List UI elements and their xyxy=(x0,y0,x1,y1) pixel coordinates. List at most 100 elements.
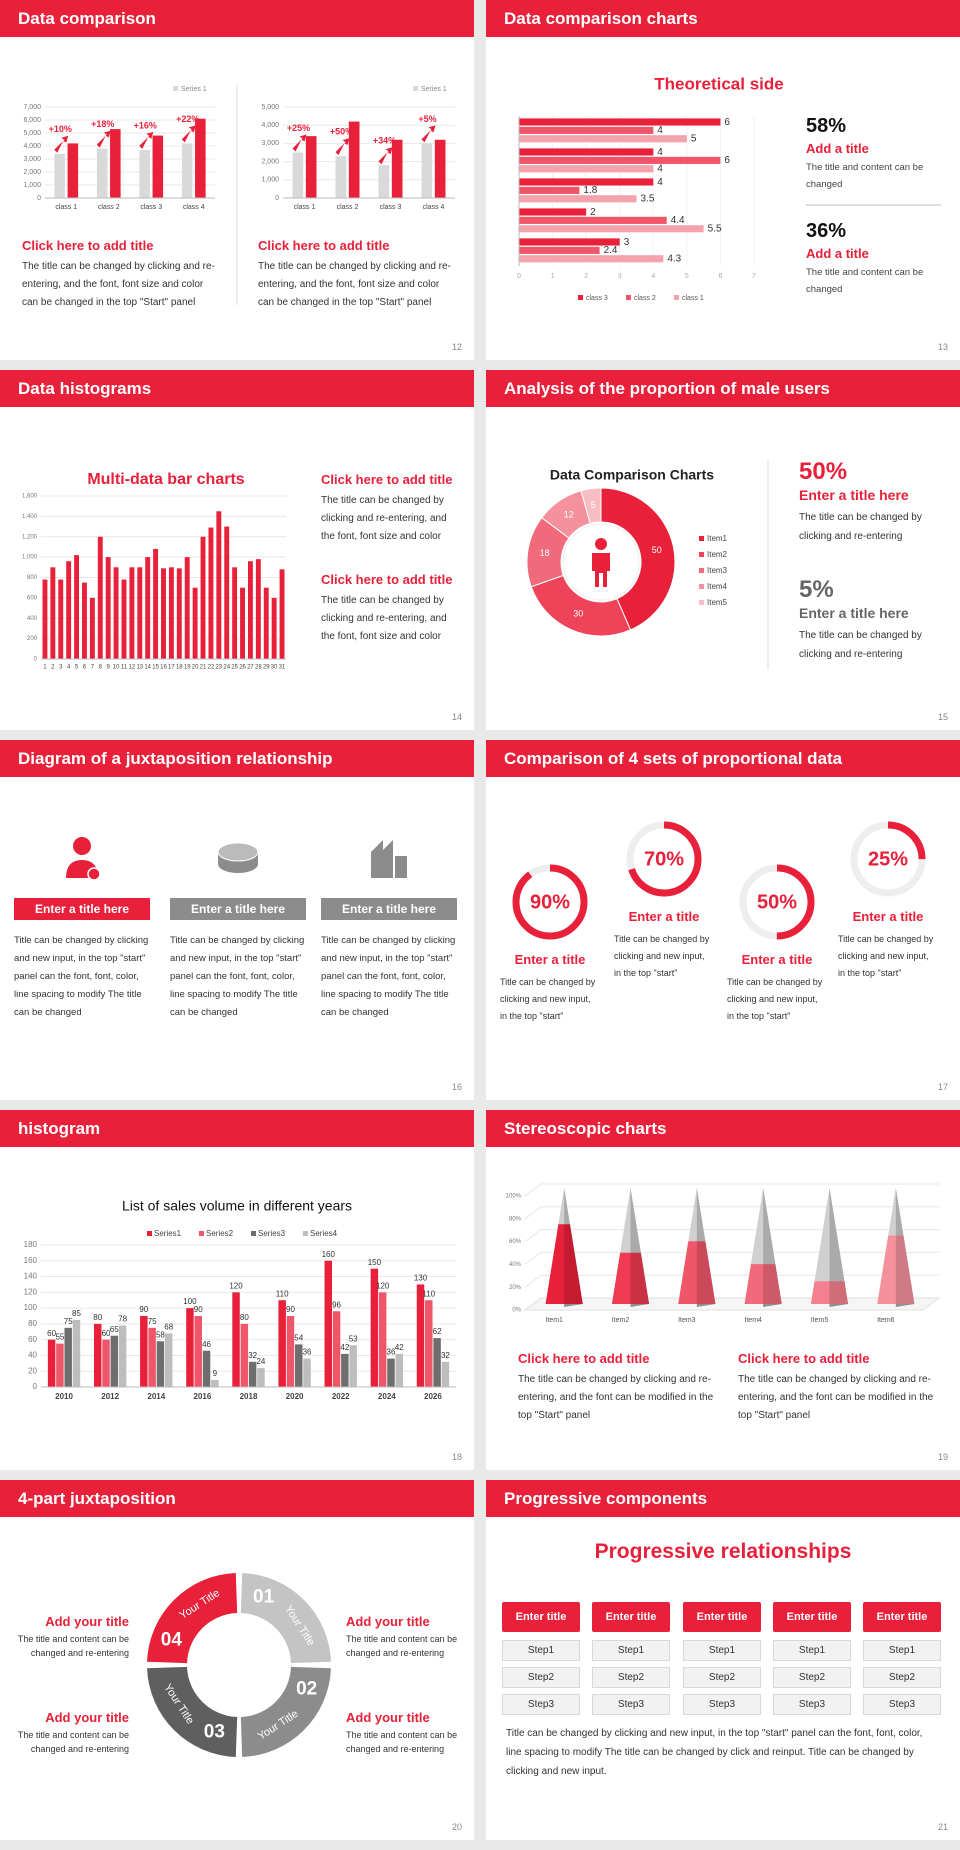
data-label: 4.3 xyxy=(667,254,681,265)
x-tick-label: 2018 xyxy=(240,1392,258,1401)
bar xyxy=(110,1335,119,1387)
item-text: The title and content can be changed and… xyxy=(17,1730,129,1754)
x-tick-label: 9 xyxy=(107,665,111,671)
y-tick-label: 4,000 xyxy=(23,143,41,150)
bar xyxy=(395,1353,404,1387)
icon xyxy=(73,837,91,855)
item-text: Title can be changed by clicking and new… xyxy=(170,935,305,1018)
step-box: Step3 xyxy=(592,1694,670,1715)
step-box: Step2 xyxy=(863,1667,941,1688)
data-label: 46 xyxy=(202,1340,211,1349)
page-number: 16 xyxy=(451,1082,462,1092)
slide: Multi-data bar charts 0 200 400 600 800 1,000 1… xyxy=(0,370,474,730)
step-title-button: Enter title xyxy=(863,1602,941,1632)
legend-label: class 2 xyxy=(634,295,656,302)
data-label: 80 xyxy=(240,1313,249,1322)
y-tick-label: 800 xyxy=(27,575,38,581)
item-heading: Enter a title xyxy=(852,909,924,924)
x-tick-label: Item5 xyxy=(811,1317,829,1324)
item-text: Title can be changed by clicking and new… xyxy=(321,935,456,1018)
icon xyxy=(217,842,259,862)
data-label: 80 xyxy=(93,1313,102,1322)
bar xyxy=(113,567,119,659)
bar xyxy=(50,567,56,659)
arrow-icon xyxy=(181,125,196,143)
bar xyxy=(202,1350,211,1387)
bar xyxy=(248,1361,257,1387)
data-label: 1.8 xyxy=(583,185,597,196)
y-tick-label: 80 xyxy=(28,1319,37,1328)
bar xyxy=(519,178,654,186)
page-number: 12 xyxy=(451,342,462,352)
bar xyxy=(181,143,193,198)
page-number: 18 xyxy=(451,1452,462,1462)
step-box: Step3 xyxy=(502,1694,580,1715)
bar xyxy=(152,135,164,198)
bar xyxy=(121,579,127,659)
y-tick-label: 40% xyxy=(509,1262,522,1268)
bar xyxy=(82,582,87,659)
bar xyxy=(519,126,654,134)
data-label: 9 xyxy=(213,1369,218,1378)
annotation: +50% xyxy=(330,127,353,137)
y-tick-label: 3,000 xyxy=(23,156,41,163)
cone-back xyxy=(829,1188,849,1307)
step-title-button: Enter title xyxy=(592,1602,670,1632)
step-title-button: Enter title xyxy=(502,1602,580,1632)
step-box: Step2 xyxy=(683,1667,761,1688)
grid-line xyxy=(524,1251,939,1265)
legend-swatch xyxy=(699,600,704,605)
data-label: 42 xyxy=(395,1343,404,1352)
slide: Enter a title here Title can be changed b… xyxy=(0,740,474,1100)
item-text: Title can be changed by clicking and new… xyxy=(500,977,596,1021)
x-tick-label: 10 xyxy=(113,665,120,671)
cone-shade xyxy=(696,1241,716,1307)
data-label: 62 xyxy=(433,1327,442,1336)
bar xyxy=(184,557,190,659)
y-tick-label: 0 xyxy=(37,195,41,202)
grid-line xyxy=(524,1229,939,1243)
x-tick-label: 17 xyxy=(168,665,175,671)
chart-title: Multi-data bar charts xyxy=(87,471,244,488)
y-tick-label: 120 xyxy=(24,1287,38,1296)
slide: Theoretical side 0 1 2 3 4 5 6 7 6 4 4 2 3 4 6 1.8 4.4 2.4… xyxy=(486,0,960,360)
item-text: The title and content can be changed and… xyxy=(346,1730,458,1754)
legend-label: Item4 xyxy=(707,582,728,591)
bar xyxy=(341,1353,349,1387)
step-box: Step1 xyxy=(592,1640,670,1661)
legend-swatch xyxy=(173,86,178,91)
y-tick-label: 20% xyxy=(509,1285,522,1291)
bar xyxy=(145,557,151,659)
block-text: The title can be changed by clicking and… xyxy=(321,595,447,642)
x-tick-label: 12 xyxy=(129,665,136,671)
legend-label: Series1 xyxy=(154,1229,182,1238)
icon xyxy=(371,840,407,878)
data-label: 100 xyxy=(183,1297,197,1306)
bar xyxy=(195,118,206,198)
data-label: 4 xyxy=(657,125,663,136)
slide-header: 4-part juxtaposition xyxy=(0,1480,474,1517)
x-tick-label: class 2 xyxy=(98,204,120,211)
x-tick-label: class 4 xyxy=(183,204,205,211)
y-tick-label: 60% xyxy=(509,1239,522,1245)
chart-title: Theoretical side xyxy=(654,74,783,93)
x-tick-label: 8 xyxy=(99,665,103,671)
ring-label: 25% xyxy=(868,848,908,870)
y-tick-label: 160 xyxy=(24,1256,38,1265)
pie-slice xyxy=(600,487,676,631)
x-tick-label: 23 xyxy=(215,665,222,671)
ring-segment xyxy=(147,1666,238,1757)
title-button: Enter a title here xyxy=(321,898,457,920)
y-tick-label: 1,200 xyxy=(22,534,38,540)
bar xyxy=(161,568,166,659)
ring-arc xyxy=(739,864,815,940)
x-tick-label: 2024 xyxy=(378,1392,396,1401)
block-heading: Click here to add title xyxy=(738,1351,870,1366)
data-label: 55 xyxy=(55,1333,64,1342)
legend-label: Item2 xyxy=(707,550,728,559)
bar xyxy=(42,579,48,659)
legend-swatch xyxy=(699,536,704,541)
legend-swatch xyxy=(578,295,583,300)
cone-shade xyxy=(564,1224,583,1307)
slide-header: Analysis of the proportion of male users xyxy=(486,370,960,407)
